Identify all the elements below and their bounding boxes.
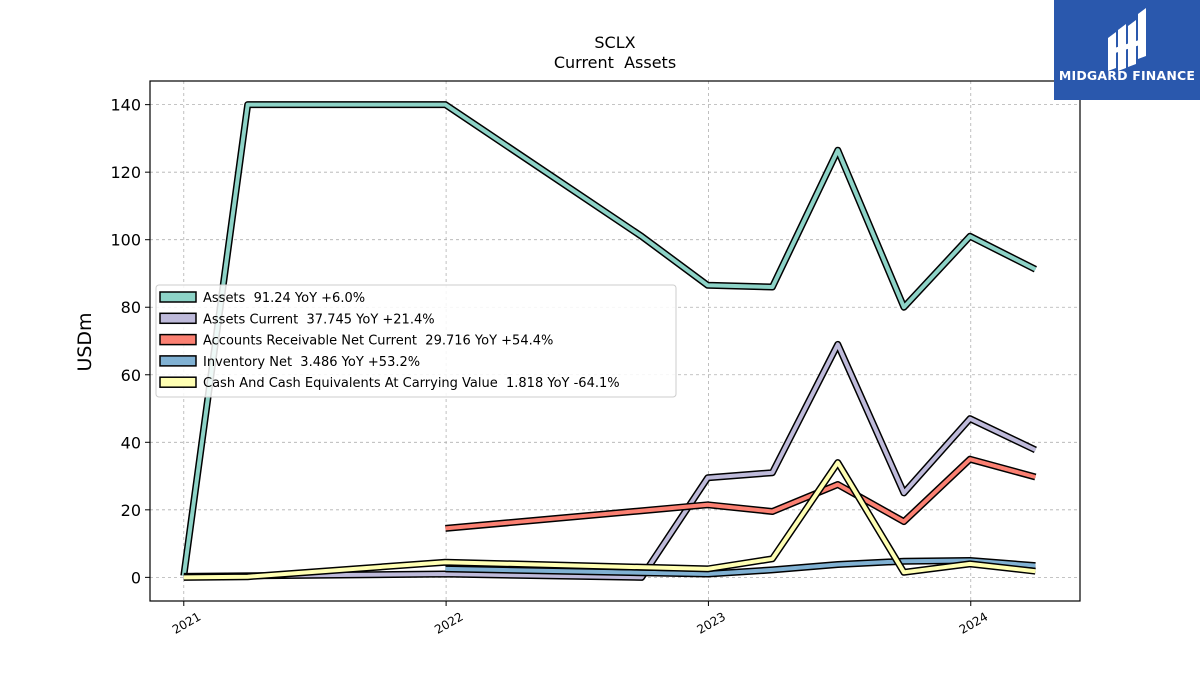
legend-entry: Accounts Receivable Net Current 29.716 Y… xyxy=(159,333,553,349)
x-tick-label: 2021 xyxy=(170,609,203,636)
x-tick-label: 2023 xyxy=(694,609,727,636)
y-tick-label: 0 xyxy=(131,568,141,587)
chart-title: SCLX xyxy=(594,33,635,52)
series-outline xyxy=(445,455,1037,532)
y-tick-label: 80 xyxy=(121,298,141,317)
logo-text: MIDGARD FINANCE xyxy=(1058,68,1196,83)
legend-label: Assets 91.24 YoY +6.0% xyxy=(203,291,365,306)
y-tick-label: 100 xyxy=(110,231,141,250)
legend-swatch xyxy=(159,333,197,346)
series-2 xyxy=(445,455,1037,532)
series-lines xyxy=(180,101,1037,581)
series-0 xyxy=(180,101,1037,577)
series-line xyxy=(183,342,1037,580)
y-tick-label: 120 xyxy=(110,163,141,182)
legend-swatch xyxy=(159,312,197,325)
y-tick-label: 20 xyxy=(121,501,141,520)
logo-mark-icon xyxy=(1108,8,1146,71)
series-line xyxy=(181,102,1037,576)
y-axis-label: USDm xyxy=(74,312,96,371)
legend-label: Assets Current 37.745 YoY +21.4% xyxy=(203,312,435,327)
series-1 xyxy=(183,340,1037,581)
y-tick-label: 40 xyxy=(121,433,141,452)
x-axis-ticks: 2021 2022 2023 2024 xyxy=(170,601,990,637)
chart-subtitle: Current Assets xyxy=(554,53,676,72)
legend-swatch xyxy=(159,376,197,388)
legend: Assets 91.24 YoY +6.0% Assets Current 37.… xyxy=(155,284,677,398)
series-line xyxy=(183,460,1036,580)
midgard-finance-logo: MIDGARD FINANCE xyxy=(1054,0,1200,100)
legend-label: Cash And Cash Equivalents At Carrying Va… xyxy=(203,376,620,391)
legend-swatch xyxy=(159,355,197,367)
legend-entry: Assets Current 37.745 YoY +21.4% xyxy=(159,312,435,327)
legend-label: Inventory Net 3.486 YoY +53.2% xyxy=(203,355,420,370)
y-tick-label: 140 xyxy=(110,96,141,115)
x-tick-label: 2024 xyxy=(957,609,990,636)
series-4 xyxy=(183,459,1036,581)
y-axis-ticks: 0 20 40 60 80 100 120 140 xyxy=(110,96,150,587)
legend-frame xyxy=(155,284,677,398)
plot-frame xyxy=(149,80,1081,602)
series-line xyxy=(445,457,1036,531)
legend-swatch xyxy=(159,291,197,303)
y-tick-label: 60 xyxy=(121,366,141,385)
x-tick-label: 2022 xyxy=(432,609,465,636)
legend-entry: Cash And Cash Equivalents At Carrying Va… xyxy=(159,376,620,391)
legend-label: Accounts Receivable Net Current 29.716 Y… xyxy=(203,334,553,349)
legend-entry: Assets 91.24 YoY +6.0% xyxy=(159,291,365,306)
legend-entry: Inventory Net 3.486 YoY +53.2% xyxy=(159,355,420,370)
